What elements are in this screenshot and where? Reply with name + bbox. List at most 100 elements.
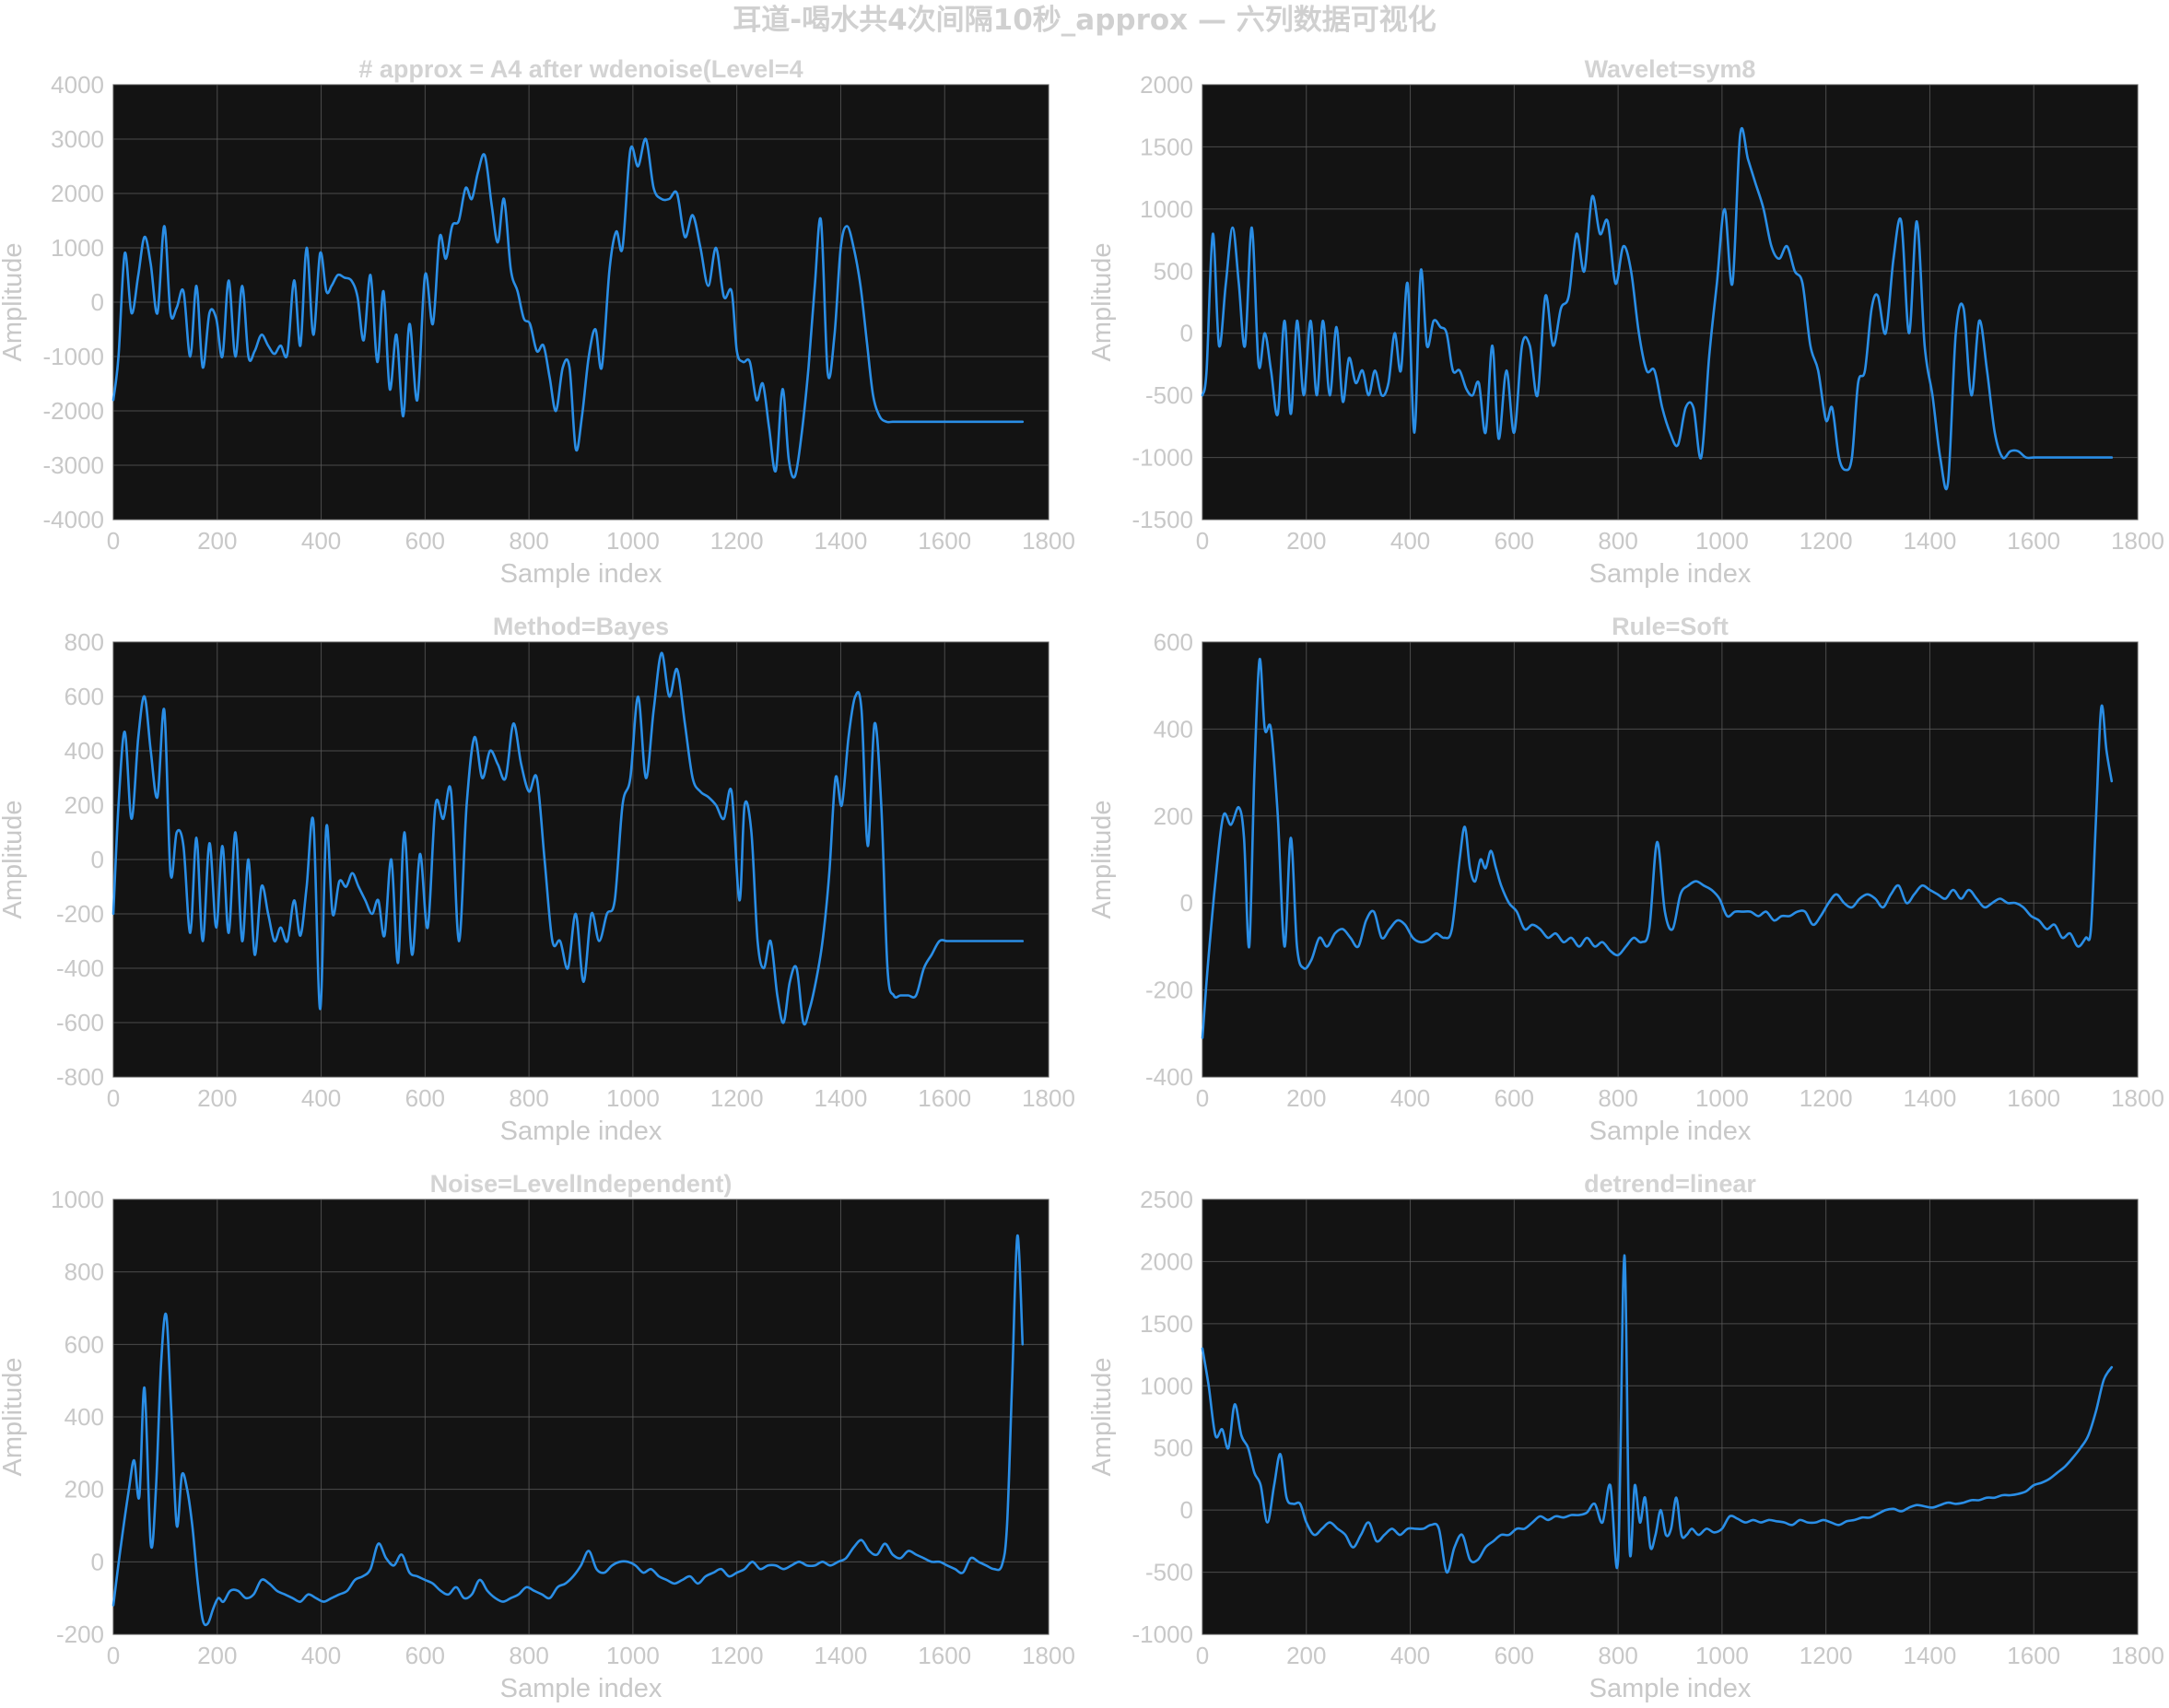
x-tick-label: 800 [1598,1084,1637,1112]
x-tick-label: 800 [1598,527,1637,555]
y-tick-label: 1500 [1140,133,1193,160]
y-tick-label: 3000 [51,125,104,153]
y-tick-label: 0 [1180,320,1193,347]
grid [112,84,1049,521]
y-tick-label: 0 [91,846,104,873]
y-tick-label: 1000 [51,1186,104,1213]
x-tick-label: 600 [1495,527,1534,555]
x-axis-label: Sample index [1589,1117,1752,1146]
x-tick-label: 1400 [815,1084,868,1112]
chart-panel-approx: # approx = A4 after wdenoise(Level=4 0 200… [0,46,1084,599]
x-tick-label: 400 [1390,1084,1430,1112]
x-tick-label: 1600 [918,1642,971,1669]
chart-panel-detrend: detrend=linear 0 200 400 600 800 1000 1200 1400 1… [1084,1161,2169,1708]
panel-title: Method=Bayes [493,613,669,640]
y-tick-label: 0 [1180,889,1193,917]
grid [112,1199,1049,1635]
y-tick-label: -4000 [43,506,105,533]
y-tick-label: 1000 [1140,1372,1193,1399]
x-tick-label: 1000 [1695,1084,1749,1112]
y-tick-label: -1000 [1132,1620,1194,1648]
series-line [111,1234,1025,1627]
x-tick-label: 1800 [1022,1642,1075,1669]
series-line [1201,658,2114,1039]
x-tick-label: 1400 [1904,1084,1957,1112]
x-tick-label: 800 [509,1084,548,1112]
y-tick-label: 600 [64,1330,104,1358]
series-line [1201,1254,2114,1573]
x-tick-label: 0 [107,1642,120,1669]
y-tick-label: 400 [64,1403,104,1431]
x-tick-label: 400 [301,527,341,555]
grid [1202,641,2139,1078]
x-axis-label: Sample index [500,1674,662,1703]
y-tick-label: -1500 [1132,506,1194,533]
y-axis-label: Amplitude [1087,243,1117,362]
y-tick-label: 600 [1154,628,1193,656]
x-tick-label: 1000 [606,1642,660,1669]
x-tick-label: 800 [509,527,548,555]
x-tick-label: 1800 [2111,1642,2164,1669]
x-tick-label: 1200 [710,527,764,555]
grid [1202,1199,2139,1635]
x-tick-label: 800 [1598,1642,1637,1669]
y-tick-label: -500 [1145,1559,1193,1586]
x-tick-label: 600 [405,1642,445,1669]
y-tick-label: 2000 [51,180,104,207]
y-tick-label: 200 [1154,802,1193,830]
y-tick-label: 1000 [51,234,104,262]
x-tick-label: 1600 [2007,1084,2060,1112]
y-tick-label: 200 [64,791,104,819]
x-tick-label: 0 [107,527,120,555]
x-tick-label: 1600 [2007,527,2060,555]
panel-title: Noise=LevelIndependent) [430,1170,733,1198]
x-tick-label: 200 [197,1642,237,1669]
y-tick-label: -400 [56,954,104,982]
grid [1202,84,2139,521]
x-tick-label: 800 [509,1642,548,1669]
chart-svg: # approx = A4 after wdenoise(Level=4 0 200… [0,55,1075,589]
x-tick-label: 1000 [1695,1642,1749,1669]
y-tick-label: -400 [1145,1063,1193,1091]
x-tick-label: 1600 [2007,1642,2060,1669]
y-tick-label: -200 [56,900,104,928]
y-tick-label: 4000 [51,71,104,99]
x-axis-label: Sample index [1589,559,1752,589]
chart-panel-rule: Rule=Soft 0 200 400 600 800 1000 1200 1400 1600 18… [1084,603,2169,1156]
chart-svg: Rule=Soft 0 200 400 600 800 1000 1200 1400 1600 18… [1087,613,2164,1146]
y-axis-label: Amplitude [0,1358,28,1477]
chart-panel-method: Method=Bayes 0 200 400 600 800 1000 1200 1400 160… [0,603,1084,1156]
y-tick-label: 2000 [1140,1247,1193,1275]
y-axis-label: Amplitude [1087,801,1117,919]
x-tick-label: 200 [197,1084,237,1112]
y-axis-label: Amplitude [0,243,28,362]
y-tick-label: 0 [1180,1496,1193,1524]
x-tick-label: 0 [1196,1084,1209,1112]
x-tick-label: 200 [197,527,237,555]
x-tick-label: 600 [405,1084,445,1112]
x-tick-label: 1600 [918,527,971,555]
y-tick-label: 800 [64,628,104,656]
panel-title: Rule=Soft [1612,613,1729,640]
x-tick-label: 1800 [1022,527,1075,555]
y-tick-label: 400 [64,737,104,765]
x-tick-label: 0 [1196,527,1209,555]
x-tick-label: 0 [107,1084,120,1112]
plot-area [1202,641,2139,1078]
x-tick-label: 600 [405,527,445,555]
y-axis-label: Amplitude [1087,1358,1117,1477]
y-tick-label: 0 [91,288,104,316]
y-tick-label: -600 [56,1009,104,1036]
chart-svg: Method=Bayes 0 200 400 600 800 1000 1200 1400 160… [0,613,1075,1146]
series-line [111,651,1025,1026]
x-tick-label: 1200 [710,1642,764,1669]
y-tick-label: -1000 [1132,444,1194,472]
chart-svg: detrend=linear 0 200 400 600 800 1000 1200 1400 1… [1087,1170,2164,1703]
y-tick-label: -1000 [43,343,105,370]
y-tick-label: -3000 [43,451,105,479]
y-tick-label: -200 [1145,977,1193,1004]
panel-title: # approx = A4 after wdenoise(Level=4 [358,55,803,83]
y-axis-label: Amplitude [0,801,28,919]
x-tick-label: 1400 [815,1642,868,1669]
x-tick-label: 200 [1286,527,1326,555]
